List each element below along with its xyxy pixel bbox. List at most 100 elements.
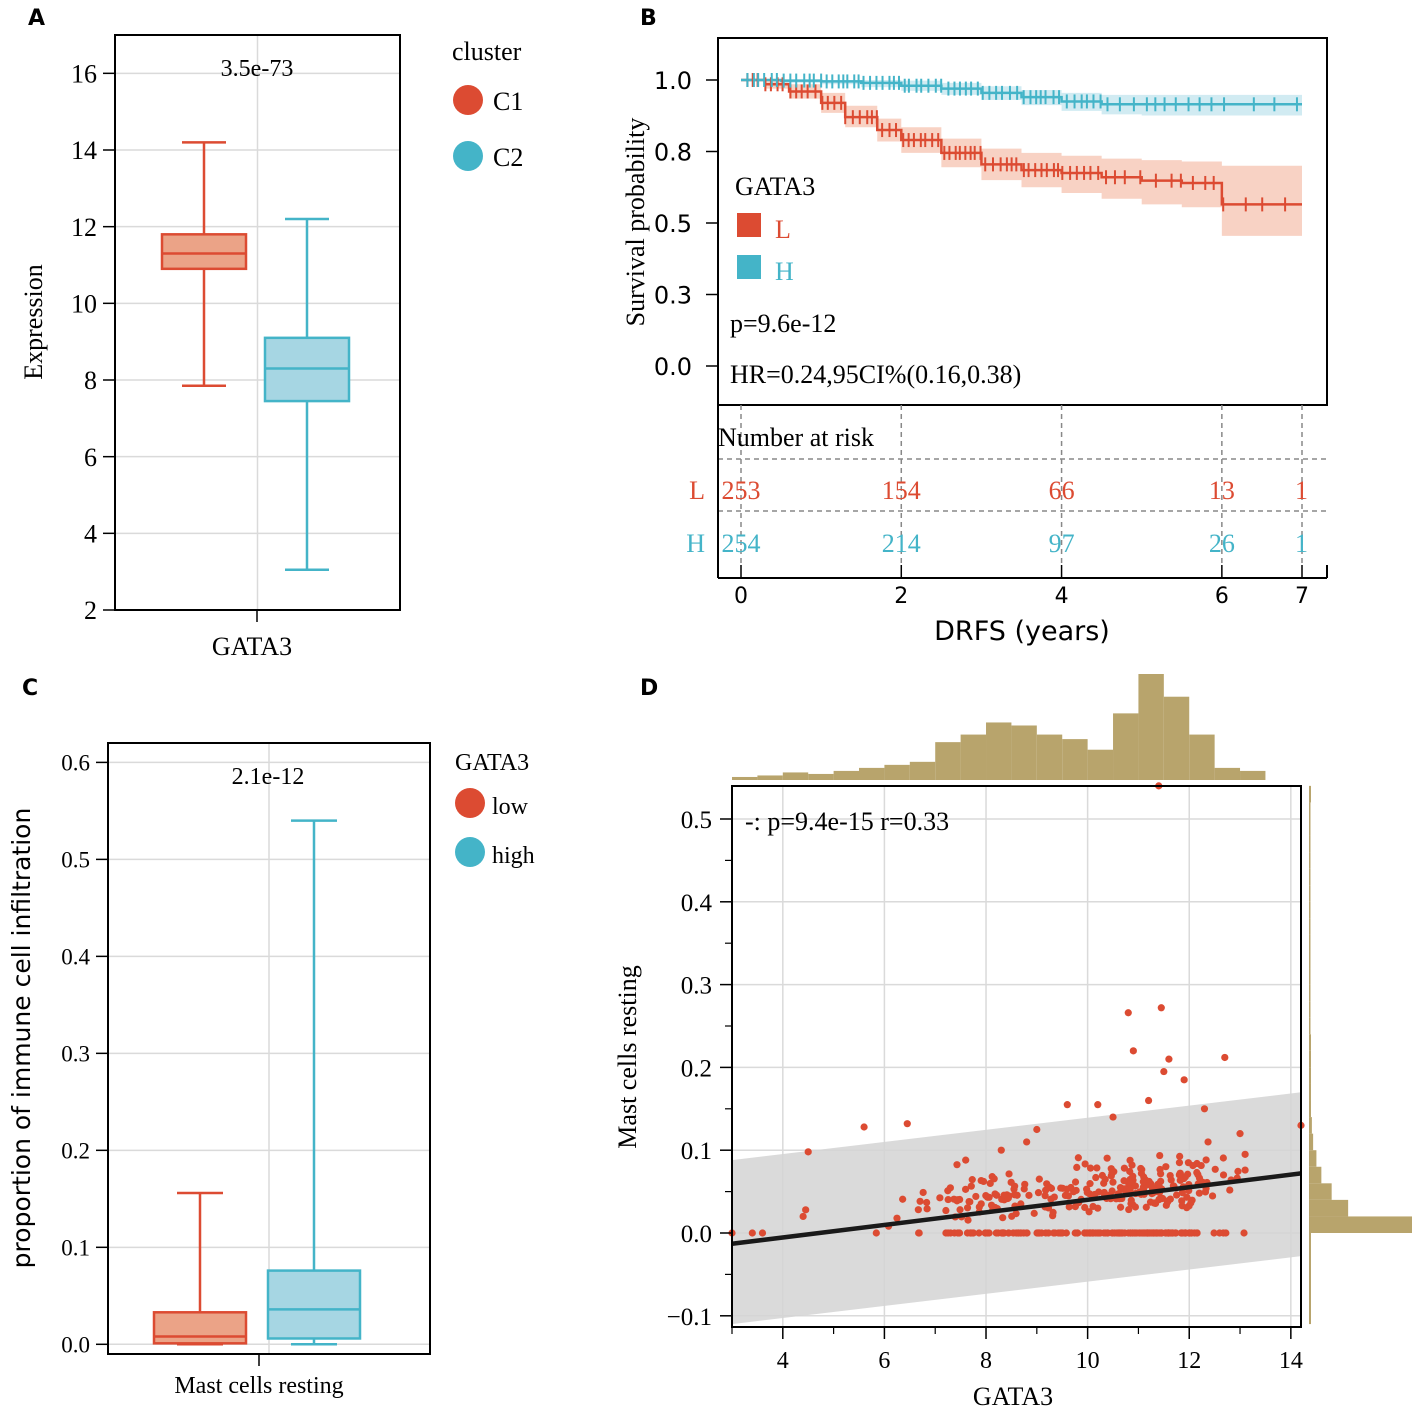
scatter-point [972, 1192, 980, 1201]
panel-c-y-label: proportion of immune cell infiltration [7, 808, 36, 1269]
panel-label-a: A [28, 6, 45, 31]
scatter-point [1127, 1180, 1135, 1188]
scatter-point [1178, 1189, 1186, 1197]
scatter-point [1065, 1203, 1073, 1211]
scatter-point [999, 1214, 1007, 1222]
scatter-point [1201, 1188, 1210, 1196]
x-tick-label: 0 [734, 584, 748, 609]
scatter-point [1222, 1229, 1230, 1237]
top-hist-bar [986, 722, 1012, 780]
scatter-point [975, 1203, 983, 1211]
y-tick-label: 0.3 [61, 1041, 90, 1066]
scatter-point [1178, 1197, 1186, 1205]
right-hist-bar [1309, 1133, 1314, 1151]
top-hist-bar [1138, 674, 1164, 780]
scatter-point [1120, 1164, 1129, 1172]
panel-d-fit [731, 1171, 1302, 1246]
x-tick-label: 4 [777, 1348, 789, 1374]
scatter-point [1157, 1170, 1165, 1178]
scatter-point [988, 1173, 996, 1181]
top-hist-bar [909, 761, 936, 780]
scatter-point [1063, 1185, 1071, 1193]
top-hist-bar [757, 775, 783, 780]
scatter-point [1071, 1203, 1079, 1211]
y-tick-label: 4 [84, 519, 97, 548]
scatter-point [1156, 1151, 1164, 1160]
scatter-point [967, 1182, 975, 1190]
panel-a-x-label: GATA3 [212, 632, 292, 661]
scatter-point [1094, 1204, 1102, 1212]
scatter-point [1183, 1193, 1191, 1201]
right-hist-bar [1309, 1166, 1322, 1184]
scatter-point [1116, 1183, 1125, 1192]
right-hist-bar [1309, 1100, 1311, 1118]
panel-b-survival: 0.0 0.3 0.5 0.8 1.0 Survival probability GAT… [621, 37, 1328, 647]
y-tick-label: 0.3 [681, 973, 712, 1000]
box-iqr [152, 1311, 248, 1345]
panel-a-pvalue: 3.5e-73 [221, 56, 294, 82]
risk-count: 154 [882, 476, 921, 505]
y-tick-label: 8 [84, 366, 97, 395]
scatter-point [1241, 1166, 1249, 1174]
x-tick-label: 6 [1215, 584, 1229, 609]
scatter-point [1166, 1171, 1174, 1180]
scatter-point [1165, 1055, 1173, 1063]
panel-a-legend-title: cluster [452, 37, 522, 66]
scatter-point [1195, 1189, 1203, 1197]
x-tick-label: 14 [1279, 1348, 1303, 1374]
y-tick-label: 1.0 [654, 67, 692, 95]
scatter-point [1086, 1164, 1095, 1172]
scatter-point [1081, 1160, 1089, 1168]
scatter-point [956, 1206, 964, 1214]
scatter-point [1210, 1229, 1218, 1237]
top-hist-bar [935, 742, 961, 780]
scatter-point [1175, 1171, 1183, 1179]
scatter-point [1144, 1096, 1153, 1105]
scatter-point [1038, 1229, 1046, 1237]
top-hist-bar [1062, 739, 1088, 780]
scatter-point [1030, 1209, 1038, 1217]
panel-c-x-label: Mast cells resting [174, 1373, 343, 1399]
censor-marks-H [746, 73, 1298, 112]
scatter-point [1025, 1191, 1033, 1199]
scatter-point [1092, 1173, 1100, 1182]
scatter-point [860, 1123, 868, 1131]
scatter-point [1145, 1179, 1153, 1187]
risk-table-gridlines [718, 405, 1327, 565]
risk-count: 66 [1049, 476, 1075, 505]
scatter-point [1085, 1208, 1093, 1216]
scatter-point [1176, 1176, 1184, 1184]
right-hist-baseline [1309, 1224, 1311, 1325]
scatter-point [962, 1156, 970, 1164]
scatter-point [992, 1229, 1000, 1237]
top-hist-bar [732, 776, 758, 780]
scatter-point [1121, 1229, 1129, 1237]
scatter-point [1071, 1229, 1079, 1237]
panel-c-pvalue: 2.1e-12 [232, 764, 305, 790]
top-hist-bar [859, 767, 885, 780]
right-hist-bar [1309, 901, 1311, 919]
scatter-point [1160, 1067, 1168, 1076]
top-hist-bar [833, 770, 860, 780]
scatter-point [923, 1198, 931, 1207]
scatter-point [1103, 1154, 1111, 1162]
y-tick-label: 0.4 [681, 890, 713, 917]
panel-c-gridlines [108, 743, 430, 1354]
scatter-point [991, 1190, 999, 1198]
scatter-point [1033, 1125, 1041, 1134]
y-tick-label: 16 [71, 59, 97, 88]
panel-b-pvalue: p=9.6e-12 [730, 309, 836, 338]
right-hist-bar [1309, 951, 1311, 969]
scatter-point [1005, 1170, 1013, 1178]
scatter-point [1137, 1164, 1145, 1173]
risk-count: 1 [1295, 476, 1308, 505]
scatter-point [1219, 1154, 1227, 1162]
panel-a-boxes [160, 141, 351, 571]
panel-d-right-histogram [1309, 785, 1412, 1325]
scatter-point [1041, 1192, 1049, 1200]
right-hist-bar [1309, 1150, 1317, 1167]
legend-label-h: H [775, 257, 794, 286]
scatter-point [1219, 1171, 1228, 1179]
scatter-point [1158, 1194, 1167, 1203]
scatter-point [983, 1193, 992, 1201]
